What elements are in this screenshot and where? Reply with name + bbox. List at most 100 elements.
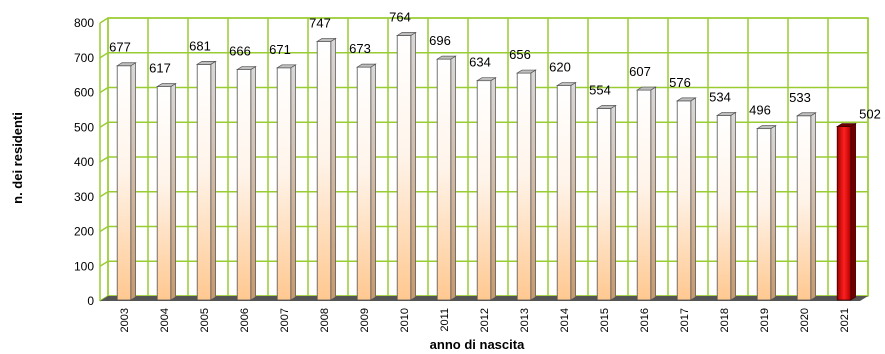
bar-front xyxy=(516,72,532,301)
y-tick-label: 700 xyxy=(74,51,94,65)
y-tick-label: 200 xyxy=(74,225,94,239)
bar-2021 xyxy=(835,122,857,301)
bar-top xyxy=(155,83,177,87)
bar-front xyxy=(836,126,852,301)
data-labels: 677 617 681 666 671 747 673 764 696 634 656 620 554 6… xyxy=(109,10,881,122)
bar-2013 xyxy=(515,69,537,301)
bar-2014 xyxy=(555,81,577,301)
bar-front xyxy=(316,41,332,301)
x-tick-label-2018: 2018 xyxy=(719,308,731,332)
bar-front xyxy=(276,67,292,301)
bar-2005 xyxy=(195,60,217,301)
bar-front xyxy=(116,65,132,301)
data-label-2003: 677 xyxy=(109,40,131,55)
bar-front xyxy=(156,86,172,301)
bar-side xyxy=(450,55,456,301)
data-label-2006: 666 xyxy=(229,44,251,59)
bar-front xyxy=(436,58,452,301)
data-label-2020: 533 xyxy=(789,90,811,105)
grid-line-side xyxy=(99,52,109,59)
grid-line-side xyxy=(99,17,109,24)
bar-top xyxy=(355,63,377,68)
x-tick-label-2012: 2012 xyxy=(479,308,491,332)
data-label-2008: 747 xyxy=(309,15,331,30)
x-tick-label-2009: 2009 xyxy=(359,308,371,332)
bar-top xyxy=(195,61,217,65)
bar-side xyxy=(530,69,536,301)
bar-top xyxy=(235,66,257,70)
bar-top xyxy=(635,86,657,91)
x-tick-label-2011: 2011 xyxy=(439,308,451,332)
x-axis-ticks: 2003 2004 2005 2006 2007 2008 2009 2010 2011 2012… xyxy=(119,308,851,332)
data-label-2017: 576 xyxy=(669,75,691,90)
data-label-2013: 656 xyxy=(509,47,531,62)
bar-side xyxy=(170,82,176,301)
bar-front xyxy=(396,35,412,301)
x-tick-label-2010: 2010 xyxy=(399,308,411,332)
bars xyxy=(115,31,857,301)
y-tick-label: 0 xyxy=(87,294,94,308)
data-label-2010: 764 xyxy=(389,10,411,25)
bar-2007 xyxy=(275,64,297,301)
x-tick-label-2016: 2016 xyxy=(639,308,651,332)
bar-2008 xyxy=(315,37,337,301)
y-tick-label: 500 xyxy=(74,120,94,134)
y-axis-ticks: 0 100 200 300 400 500 600 700 800 xyxy=(74,16,94,308)
bar-front xyxy=(556,85,572,301)
x-tick-label-2014: 2014 xyxy=(559,308,571,332)
data-label-2009: 673 xyxy=(349,41,371,56)
bar-front xyxy=(636,89,652,301)
x-tick-label-2017: 2017 xyxy=(679,308,691,332)
x-tick-label-2015: 2015 xyxy=(599,308,611,332)
bar-2020 xyxy=(795,112,817,301)
x-tick-label-2020: 2020 xyxy=(799,308,811,332)
bar-2015 xyxy=(595,104,617,301)
bar-side xyxy=(690,97,696,301)
grid-line-side xyxy=(99,260,109,267)
bar-front xyxy=(796,115,812,301)
x-tick-label-2007: 2007 xyxy=(279,308,291,332)
grid-line-side xyxy=(99,86,109,94)
y-axis-title: n. dei residenti xyxy=(10,112,25,204)
bar-front xyxy=(716,115,732,301)
bar-side xyxy=(810,112,816,301)
data-label-2015: 554 xyxy=(589,82,611,97)
data-label-2021: 502 xyxy=(859,107,881,122)
grid-line-side xyxy=(99,191,109,198)
data-label-2011: 696 xyxy=(429,33,451,48)
data-label-2012: 634 xyxy=(469,55,491,70)
bar-2009 xyxy=(355,63,377,301)
bar-side xyxy=(130,62,136,301)
data-label-2007: 671 xyxy=(269,42,291,57)
x-tick-label-2021: 2021 xyxy=(839,308,851,332)
bar-2011 xyxy=(435,55,457,301)
bar-side xyxy=(770,125,776,301)
data-label-2016: 607 xyxy=(629,64,651,79)
y-tick-label: 600 xyxy=(74,86,94,100)
data-label-2018: 534 xyxy=(709,89,731,104)
y-tick-label: 100 xyxy=(74,259,94,273)
bar-top xyxy=(715,112,737,116)
data-label-2004: 617 xyxy=(149,61,171,76)
bar-2006 xyxy=(235,65,257,301)
bar-side xyxy=(490,77,496,301)
x-tick-label-2008: 2008 xyxy=(319,308,331,332)
bar-top xyxy=(555,82,577,86)
y-tick-label: 400 xyxy=(74,155,94,169)
bar-front xyxy=(756,128,772,301)
bar-side xyxy=(210,60,216,301)
bar-2004 xyxy=(155,82,177,301)
bar-side xyxy=(250,65,256,301)
bar-side xyxy=(610,104,616,301)
grid-line-side xyxy=(99,156,109,163)
x-axis-title: anno di nascita xyxy=(430,337,525,352)
bar-side xyxy=(330,37,336,301)
x-tick-label-2019: 2019 xyxy=(759,308,771,332)
bar-side xyxy=(370,63,376,301)
bar-top xyxy=(795,112,817,117)
bar-top xyxy=(515,69,537,74)
y-tick-label: 300 xyxy=(74,190,94,204)
bar-top xyxy=(755,125,777,129)
bar-front xyxy=(476,80,492,301)
